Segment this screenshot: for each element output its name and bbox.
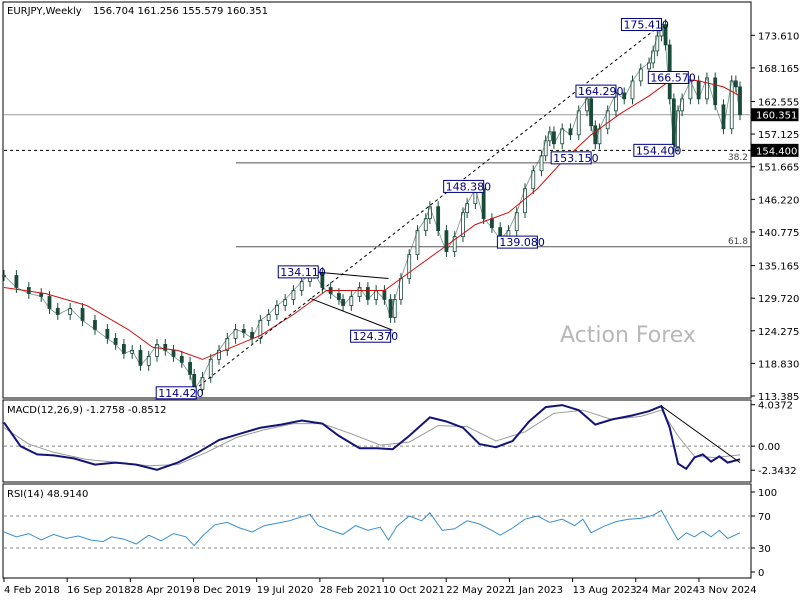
x-axis-tick-label: 1 Jan 2023 [509, 585, 563, 596]
y-axis-tick-label: 118.830 [758, 359, 799, 370]
macd-axis-tick-label: -2.3432 [758, 466, 797, 477]
candle-body [651, 50, 656, 64]
price-annotation-label: 164.290 [578, 85, 624, 98]
candle-body [738, 86, 742, 116]
price-annotation-box [620, 18, 662, 32]
fib-level-label: 61.8 [728, 237, 748, 247]
price-annotation-label: 114.420 [158, 387, 204, 400]
price-annotation-box [550, 151, 592, 165]
x-axis-tick-label: 8 Dec 2019 [194, 585, 252, 596]
price-annotation-label: 154.400 [636, 144, 682, 157]
rsi-line [3, 509, 741, 547]
candle-body [93, 320, 97, 330]
price-annotation-label: 139.080 [499, 236, 545, 249]
fib-level-label: 38.2 [728, 153, 748, 163]
candle-body [547, 131, 552, 142]
y-axis-tick-label: 146.220 [758, 195, 799, 206]
y-axis-tick-label: 113.385 [758, 392, 799, 403]
y-axis-tick-label: 173.610 [758, 31, 799, 42]
macd-line [3, 404, 741, 471]
x-axis-tick-label: 22 May 2022 [446, 585, 511, 596]
watermark: Action Forex [560, 323, 696, 348]
wedge-lower-line [309, 297, 393, 331]
price-annotation-box [443, 179, 485, 193]
rsi-title: RSI(14) 48.9140 [7, 489, 88, 500]
candle-body [655, 35, 660, 52]
rsi-axis-tick-label: 70 [758, 512, 771, 523]
price-tag-box [751, 108, 799, 122]
candle-body [543, 140, 548, 157]
candle-body [676, 110, 680, 148]
macd-axis-tick-label: 4.0372 [758, 401, 793, 412]
price-annotation-box [633, 143, 675, 157]
y-axis-tick-label: 162.555 [758, 98, 799, 109]
moving-average-line [3, 77, 741, 360]
price-tag-label: 154.400 [756, 146, 797, 157]
macd-title: MACD(12,26,9) -1.2758 -0.8512 [7, 405, 167, 416]
candle-body [80, 308, 85, 321]
x-axis-tick-label: 19 Jul 2020 [257, 585, 314, 596]
y-axis-tick-label: 168.165 [758, 64, 799, 75]
x-axis-tick-label: 16 Sep 2018 [67, 585, 130, 596]
price-annotation-label: 175.410 [623, 19, 669, 32]
wedge-upper-line [314, 271, 389, 280]
y-axis-tick-label: 135.165 [758, 262, 799, 273]
macd-axis-tick-label: 0.00 [758, 442, 780, 453]
rsi-pane-frame [2, 483, 752, 579]
y-axis-tick-label: 157.125 [758, 130, 799, 141]
x-axis-tick-label: 3 Nov 2024 [699, 585, 757, 596]
price-annotation-box [496, 235, 538, 249]
candle-body [597, 128, 602, 145]
candle-body [427, 206, 432, 220]
price-close-line [3, 23, 741, 391]
symbol-header: EURJPY,Weekly [7, 6, 82, 17]
candle-body [14, 275, 19, 288]
y-axis-tick-label: 151.665 [758, 163, 799, 174]
price-annotation-label: 153.150 [553, 152, 599, 165]
price-annotation-box [647, 70, 689, 84]
candle-body [465, 203, 470, 214]
price-annotation-box [350, 329, 392, 343]
price-tag-label: 160.351 [756, 111, 797, 122]
rsi-axis-tick-label: 30 [758, 544, 771, 555]
x-axis-tick-label: 28 Apr 2019 [130, 585, 192, 596]
x-axis-tick-label: 4 Feb 2018 [4, 585, 60, 596]
price-annotation-label: 124.370 [353, 330, 399, 343]
dynamic-layer: 38.2 61.8 175.410 166.570 164.290 153.150 154.… [2, 18, 799, 596]
x-axis-tick-label: 10 Oct 2021 [383, 585, 445, 596]
candle-body [680, 98, 685, 112]
macd-pane-frame [2, 399, 752, 483]
rsi-axis-tick-label: 100 [758, 488, 777, 499]
y-axis-tick-label: 129.720 [758, 294, 799, 305]
candle-body [105, 329, 110, 339]
price-annotation-box [277, 265, 319, 279]
y-axis-tick-label: 124.275 [758, 327, 799, 338]
x-axis-tick-label: 24 Mar 2024 [636, 585, 699, 596]
rsi-axis-tick-label: 0 [758, 568, 764, 579]
price-annotation-label: 166.570 [650, 71, 696, 84]
y-axis-tick-label: 140.775 [758, 228, 799, 239]
x-axis-tick-label: 13 Aug 2023 [573, 585, 637, 596]
x-axis-tick-label: 28 Feb 2021 [320, 585, 382, 596]
price-annotation-label: 134.110 [280, 266, 326, 279]
price-annotation-label: 148.380 [446, 180, 492, 193]
price-annotation-box [575, 84, 617, 98]
static-layer: EURJPY,Weekly 156.704 161.256 155.579 16… [2, 1, 752, 579]
price-annotation-box [155, 386, 197, 400]
macd-trendline [661, 405, 741, 464]
ohlc-header: 156.704 161.256 155.579 160.351 [93, 6, 268, 17]
price-tag-box [751, 143, 799, 157]
